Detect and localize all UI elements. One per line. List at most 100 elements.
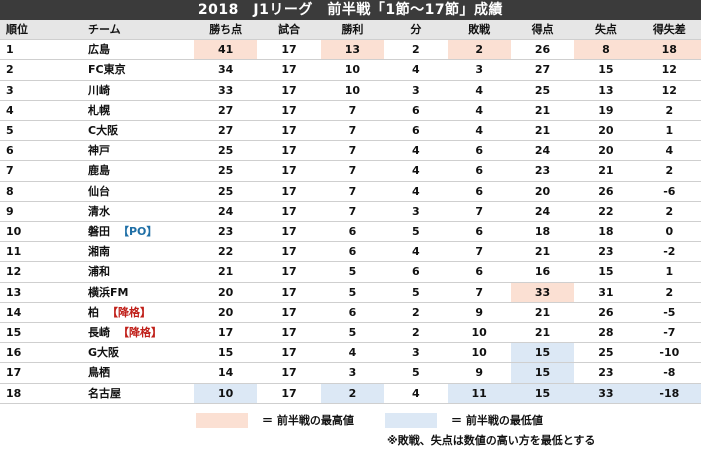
col-header-team: チーム [88,20,194,41]
relegation-badge: 【降格】 [118,326,162,340]
wins-cell: 7 [320,160,385,182]
losses-cell: 6 [447,221,511,243]
table-row: 3 川崎 33 17 10 3 4 25 13 12 [0,80,701,101]
legend: ＝ 前半戦の最高値 ＝ 前半戦の最低値 ※敗戦、失点は数値の高い方を最低とする [0,405,701,457]
goals-for-cell: 24 [510,140,575,162]
draws-cell: 4 [384,181,448,202]
wins-cell: 6 [320,302,385,324]
col-header-draws: 分 [384,20,448,41]
team-name: 横浜FM [88,285,129,299]
team-cell: 長崎 【降格】 [88,322,194,344]
col-header-goal-diff: 得失差 [637,20,701,41]
games-cell: 17 [257,241,321,263]
wins-cell: 3 [320,362,385,384]
rank-cell: 17 [0,362,88,384]
draws-cell: 4 [384,59,448,81]
team-name: 鳥栖 [88,366,110,380]
wins-cell: 2 [320,383,385,404]
rank-cell: 4 [0,100,88,122]
rank-cell: 3 [0,80,88,101]
games-cell: 17 [257,261,321,283]
games-cell: 17 [257,383,321,404]
goal-diff-cell: -7 [637,322,701,344]
rank-cell: 18 [0,383,88,404]
table-row: 14 柏【降格】 20 17 6 2 9 21 26 -5 [0,302,701,324]
losses-cell: 9 [447,362,511,384]
table-row: 5 C大阪 27 17 7 6 4 21 20 1 [0,120,701,142]
team-name: 浦和 [88,265,110,279]
team-name: 磐田 [88,225,110,239]
rank-cell: 14 [0,302,88,324]
playoff-badge: 【PO】 [118,225,158,239]
team-name: 鹿島 [88,164,110,178]
points-cell: 34 [194,59,258,81]
rank-cell: 10 [0,221,88,243]
points-cell: 25 [194,160,258,182]
team-cell: 柏【降格】 [88,302,194,324]
draws-cell: 2 [384,322,448,344]
wins-cell: 5 [320,261,385,283]
losses-cell: 6 [447,181,511,202]
goals-for-cell: 21 [510,322,575,344]
table-row: 4 札幌 27 17 7 6 4 21 19 2 [0,100,701,122]
goals-for-cell: 27 [510,59,575,81]
team-cell: 清水 [88,201,194,223]
team-name: G大阪 [88,346,120,360]
games-cell: 17 [257,362,321,384]
games-cell: 17 [257,201,321,223]
goals-against-cell: 15 [574,261,638,283]
goals-against-cell: 20 [574,140,638,162]
draws-cell: 2 [384,39,448,61]
team-name: 広島 [88,43,110,57]
table-row: 9 清水 24 17 7 3 7 24 22 2 [0,201,701,223]
goals-against-cell: 26 [574,302,638,324]
wins-cell: 10 [320,59,385,81]
legend-high-label: ＝ 前半戦の最高値 [262,414,354,427]
team-cell: 仙台 [88,181,194,202]
wins-cell: 6 [320,241,385,263]
games-cell: 17 [257,302,321,324]
wins-cell: 10 [320,80,385,101]
team-name: 札幌 [88,103,110,117]
team-name: C大阪 [88,124,119,138]
games-cell: 17 [257,39,321,61]
draws-cell: 5 [384,282,448,303]
goal-diff-cell: 2 [637,100,701,122]
wins-cell: 7 [320,201,385,223]
goal-diff-cell: 1 [637,120,701,142]
losses-cell: 4 [447,80,511,101]
draws-cell: 5 [384,221,448,243]
goal-diff-cell: -18 [637,383,701,404]
goal-diff-cell: 12 [637,59,701,81]
team-name: 神戸 [88,144,110,158]
team-cell: FC東京 [88,59,194,81]
losses-cell: 6 [447,261,511,283]
goals-against-cell: 26 [574,181,638,202]
points-cell: 10 [194,383,258,404]
rank-cell: 5 [0,120,88,142]
goals-against-cell: 22 [574,201,638,223]
team-cell: 湘南 [88,241,194,263]
points-cell: 33 [194,80,258,101]
draws-cell: 4 [384,160,448,182]
points-cell: 20 [194,282,258,303]
table-row: 17 鳥栖 14 17 3 5 9 15 23 -8 [0,362,701,384]
team-name: 名古屋 [88,386,121,400]
draws-cell: 6 [384,261,448,283]
team-cell: 札幌 [88,100,194,122]
goals-for-cell: 26 [510,39,575,61]
goal-diff-cell: -5 [637,302,701,324]
rank-cell: 9 [0,201,88,223]
draws-cell: 4 [384,241,448,263]
relegation-badge: 【降格】 [107,305,151,319]
col-header-losses: 敗戦 [447,20,511,41]
team-cell: 広島 [88,39,194,61]
goals-for-cell: 20 [510,181,575,202]
table-row: 18 名古屋 10 17 2 4 11 15 33 -18 [0,383,701,404]
goals-for-cell: 24 [510,201,575,223]
games-cell: 17 [257,221,321,243]
table-row: 2 FC東京 34 17 10 4 3 27 15 12 [0,59,701,81]
points-cell: 21 [194,261,258,283]
goals-against-cell: 33 [574,383,638,404]
table-row: 10 磐田 【PO】 23 17 6 5 6 18 18 0 [0,221,701,243]
